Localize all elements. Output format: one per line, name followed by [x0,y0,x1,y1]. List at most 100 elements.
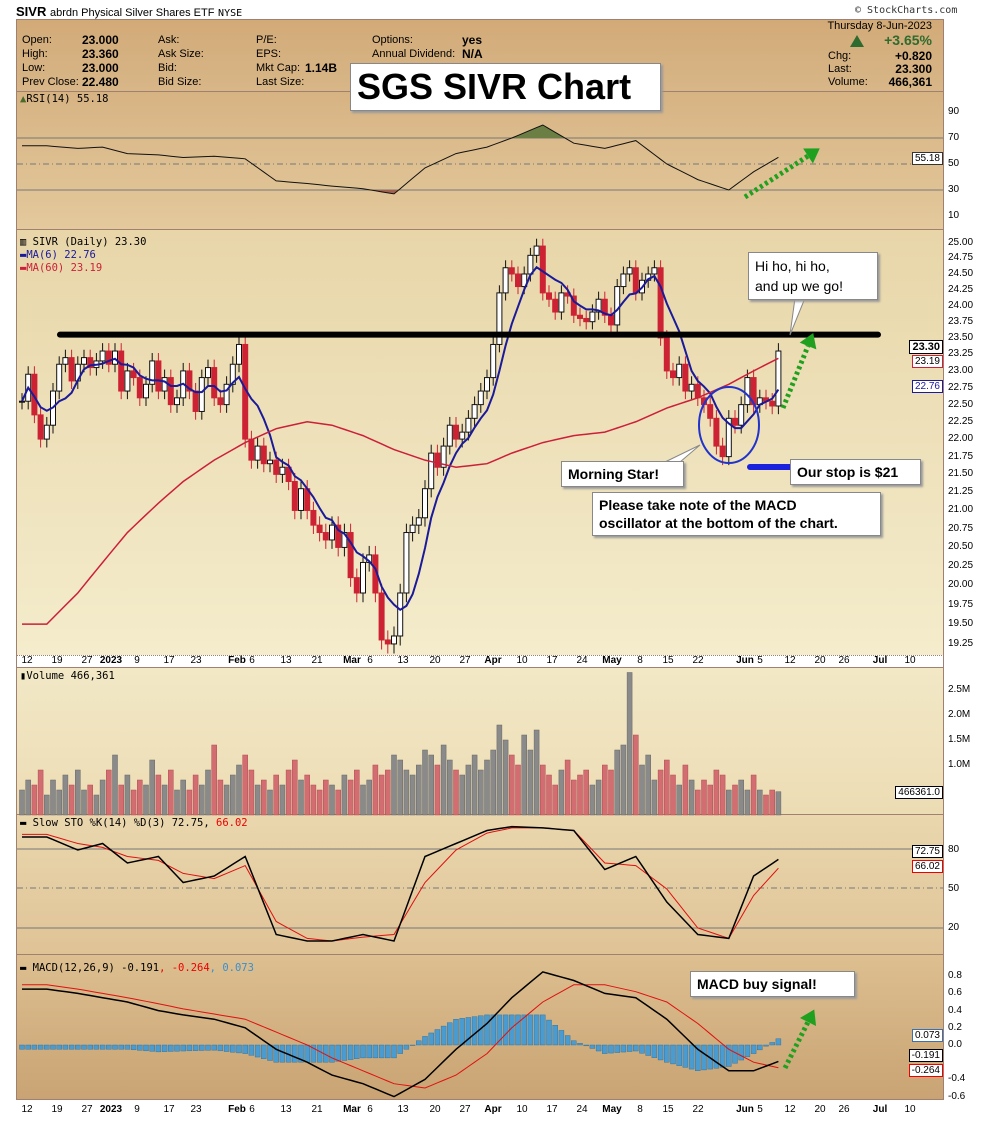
header-value: 466,361 [888,75,932,89]
volume-bar [757,789,763,816]
volume-bar [577,774,583,816]
date-label: 26 [838,1104,850,1115]
macd-histogram-bar [639,1044,645,1054]
rsi-panel [16,92,944,230]
price-tick: 19.25 [948,637,974,649]
candle [353,577,360,594]
macd-histogram-bar [31,1044,38,1050]
macd-histogram-bar [75,1044,81,1050]
candle [124,370,131,392]
symbol-title: SIVR abrdn Physical Silver Shares ETF NY… [16,4,242,21]
header-label: Annual Dividend: [372,48,456,60]
date-label: 22 [692,655,704,666]
date-label: 24 [576,1104,588,1115]
header-value: 23.360 [82,47,119,61]
candle [738,404,745,426]
sto-k-tag: 72.75 [911,845,943,858]
hiho-line-2: and up we go! [755,278,843,294]
volume-bar [397,759,403,816]
candle [378,592,385,641]
volume-bar [248,769,255,816]
candle [397,592,404,637]
hiho-note: Hi ho, hi ho, and up we go! [748,252,878,300]
candle [87,357,94,369]
macd-histogram-bar [335,1044,341,1062]
candle [99,350,106,362]
date-label: 13 [280,1104,292,1115]
candle [403,532,410,594]
volume-bar [459,774,465,816]
candle [446,424,453,447]
macd-histogram-bar [440,1025,447,1046]
macd-histogram-bar [558,1030,565,1046]
macd-histogram-bar [93,1044,100,1050]
volume-bar [242,754,248,816]
green-arrow-icon [780,345,811,409]
price-tick: 21.00 [948,504,974,516]
candle [310,509,317,526]
header-label: Ask Size: [158,48,204,60]
header-label: EPS: [256,48,282,60]
macd-histogram-bar [583,1044,589,1047]
header-label: Open: [22,34,52,46]
volume-bar [589,784,596,816]
date-label: 15 [662,1104,674,1115]
candle [409,524,416,534]
macd-signal-legend-text: , -0.264 [159,962,210,974]
volume-bar [87,784,93,816]
volume-bar [707,784,713,816]
candle [155,360,162,392]
macd-histogram-bar [738,1044,744,1061]
volume-bar [124,774,131,816]
date-label: 6 [249,655,255,666]
macd-histogram-bar [409,1044,416,1046]
volume-bar [360,784,366,816]
price-tick: 24.00 [948,299,974,311]
rsi-line [22,124,779,195]
chart-title-box: SGS SIVR Chart [350,63,661,111]
candle [570,295,577,316]
macd-histogram-bar [676,1044,682,1066]
volume-bar [261,779,267,816]
rsi-tick: 70 [948,132,960,143]
volume-bar [161,784,168,816]
macd-histogram-bar [552,1025,558,1046]
header-label: Volume: [828,76,868,88]
date-label: 2023 [99,655,123,666]
volume-bar [664,759,670,816]
volume-bar [633,734,639,816]
candle [601,298,608,316]
macd-histogram-bar [713,1044,720,1069]
volume-bar [521,734,527,816]
macd-histogram-bar [521,1014,527,1046]
macd-histogram-bar [515,1014,521,1046]
volume-tick: 1.5M [948,734,971,745]
volume-bar [626,672,633,816]
date-label: 12 [21,1104,33,1115]
rsi-tick: 50 [948,158,960,169]
date-label: Mar [343,1104,361,1115]
price-tick: 24.25 [948,283,974,295]
candle [211,367,218,399]
rsi-oversold-fill [22,190,779,194]
candle [502,267,509,294]
volume-bar [366,779,372,816]
volume-bar [608,769,614,816]
bar-chart-icon: ▮ [20,670,27,682]
candle [298,488,304,511]
header-label: Last: [828,63,852,75]
macd-histogram-bar [490,1014,496,1046]
date-label: 21 [311,1104,323,1115]
header-value: 23.000 [82,33,119,47]
volume-bar [769,789,775,816]
arrow-head-icon [803,148,820,164]
volume-bar [298,779,304,816]
date-axis [16,655,944,668]
sto-d-tag: 66.02 [911,860,943,873]
macd-histogram-bar [205,1044,211,1051]
volume-bar [75,769,81,816]
macd-histogram-bar [670,1044,676,1065]
volume-bar [273,774,279,816]
macd-histogram-bar [546,1019,552,1046]
date-label: 10 [516,1104,528,1115]
